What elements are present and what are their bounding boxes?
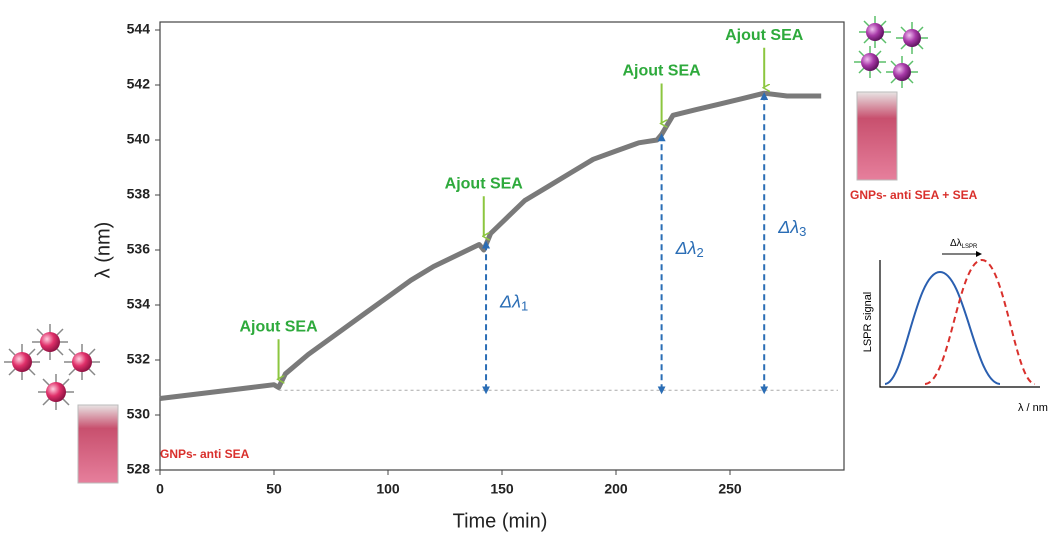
shift-label: Δλ2 <box>675 238 704 261</box>
y-tick-label: 530 <box>127 406 151 422</box>
shift-label: Δλ3 <box>777 217 806 240</box>
inset-x-label: λ / nm <box>1018 402 1048 414</box>
inset: LSPR signal λ / nm ΔλLSPR <box>862 238 1048 414</box>
cuvette-left <box>77 404 119 484</box>
shift-label-sub: 2 <box>697 245 704 260</box>
nanoparticles-left <box>4 324 100 410</box>
nanoparticles-right <box>854 16 928 88</box>
plot-frame <box>159 21 845 471</box>
shift-label-sub: 3 <box>799 225 806 240</box>
y-tick-label: 540 <box>127 131 151 147</box>
x-axis-title: Time (min) <box>453 510 548 532</box>
x-tick-label: 0 <box>156 481 164 497</box>
x-tick-label: 200 <box>604 481 628 497</box>
x-tick-label: 250 <box>718 481 742 497</box>
y-tick-label: 544 <box>127 21 151 37</box>
shift-label-main: Δλ <box>675 238 697 258</box>
inset-shift-label: ΔλLSPR <box>950 238 978 250</box>
x-tick-label: 150 <box>490 481 514 497</box>
inset-y-label: LSPR signal <box>862 292 874 353</box>
shift-label-main: Δλ <box>499 291 521 311</box>
x-tick-label: 100 <box>376 481 400 497</box>
y-tick-label: 538 <box>127 186 151 202</box>
cuvette-right <box>856 91 898 181</box>
addition-label: Ajout SEA <box>622 63 701 80</box>
addition-label: Ajout SEA <box>445 175 524 192</box>
shift-label: Δλ1 <box>499 291 528 314</box>
x-tick-label: 50 <box>266 481 282 497</box>
inset-shift-main: Δλ <box>950 238 962 249</box>
addition-label: Ajout SEA <box>725 27 804 44</box>
state-end: GNPs- anti SEA + SEA <box>850 188 978 202</box>
y-axis-title: λ (nm) <box>92 222 114 279</box>
addition-label: Ajout SEA <box>239 318 318 335</box>
shift-label-main: Δλ <box>777 217 799 237</box>
shift-label-sub: 1 <box>521 299 528 314</box>
y-tick-label: 536 <box>127 241 151 257</box>
data-line <box>159 90 822 401</box>
y-tick-label: 528 <box>127 461 151 477</box>
inset-shift-sub: LSPR <box>962 244 978 250</box>
y-tick-label: 534 <box>127 296 151 312</box>
y-tick-label: 532 <box>127 351 151 367</box>
state-start: GNPs- anti SEA <box>160 447 250 461</box>
y-tick-label: 542 <box>127 76 151 92</box>
